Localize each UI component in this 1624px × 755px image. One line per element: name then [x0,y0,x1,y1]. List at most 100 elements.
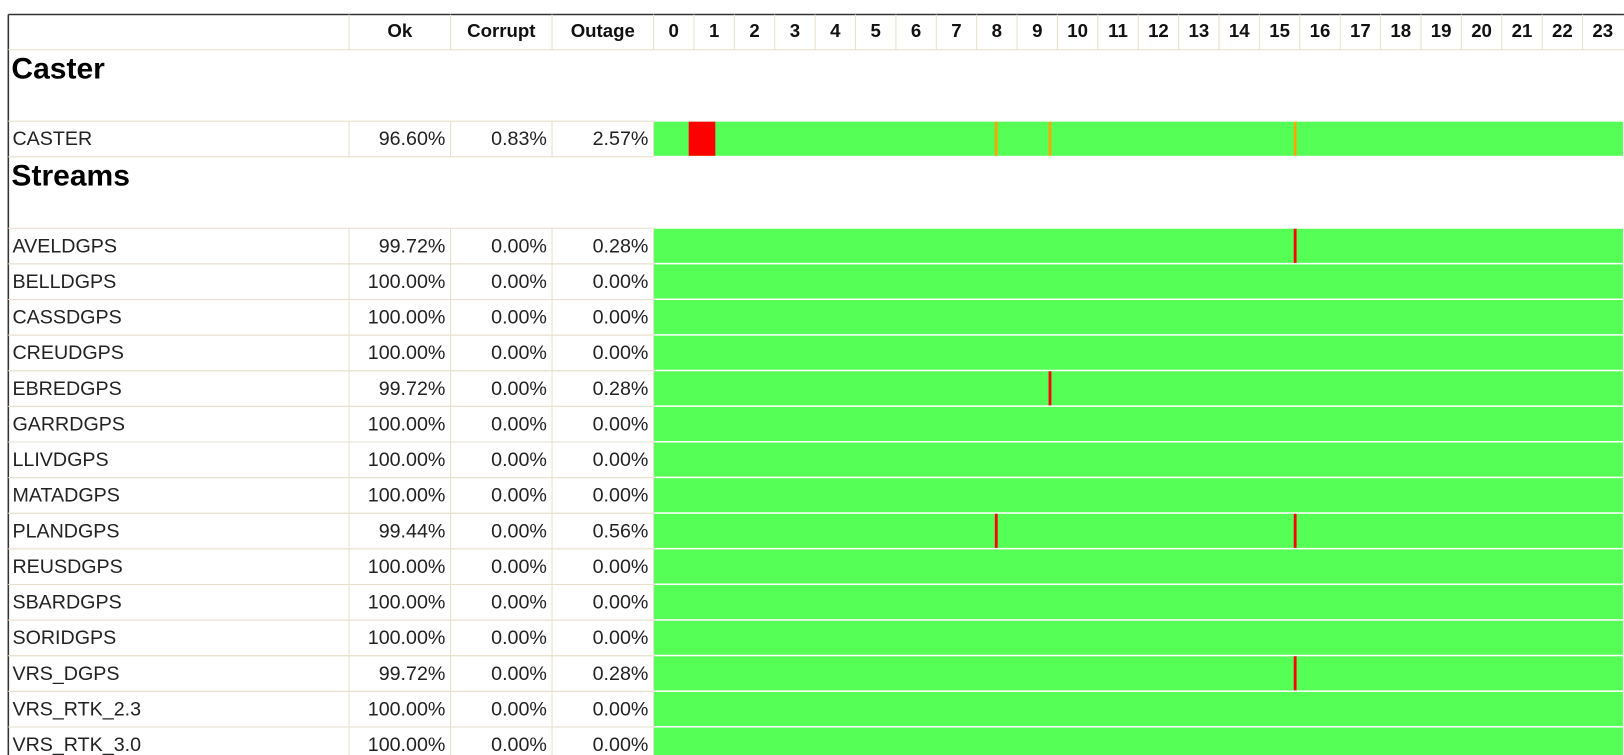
hour-header: 21 [1512,20,1533,41]
hour-header: 20 [1471,20,1492,41]
event-mark [994,513,998,548]
status-bar [653,513,1623,548]
row-name: PLANDGPS [12,520,119,542]
row-corrupt: 0.00% [491,556,547,578]
row-corrupt: 0.00% [491,698,547,720]
status-bar [653,442,1623,477]
row-ok: 99.72% [379,378,446,400]
row-corrupt: 0.00% [491,449,547,471]
row-ok: 100.00% [368,485,446,507]
row-name: CREUDGPS [12,342,123,364]
event-mark [688,121,716,156]
row-name: GARRDGPS [12,413,125,435]
hour-header: 10 [1067,20,1088,41]
column-header: Corrupt [467,20,535,41]
status-bar [653,585,1623,620]
row-corrupt: 0.00% [491,235,547,257]
event-mark [1293,121,1297,156]
hour-header: 23 [1592,20,1613,41]
row-name: SBARDGPS [12,592,121,614]
status-bar [653,264,1623,299]
row-outage: 2.57% [593,128,649,150]
row-corrupt: 0.00% [491,307,547,329]
hour-header: 19 [1431,20,1452,41]
row-ok: 100.00% [368,271,446,293]
status-bar [653,371,1623,406]
row-corrupt: 0.00% [491,520,547,542]
hour-header: 0 [669,20,679,41]
row-name: MATADGPS [12,485,119,507]
row-corrupt: 0.00% [491,734,547,755]
hour-header: 15 [1269,20,1290,41]
hour-header: 3 [790,20,800,41]
event-mark [994,121,998,156]
section-title: Caster [11,52,105,85]
hour-header: 8 [992,20,1002,41]
status-bar [653,121,1623,156]
row-outage: 0.56% [593,520,649,542]
row-outage: 0.00% [593,698,649,720]
row-ok: 99.72% [379,235,446,257]
row-ok: 100.00% [368,734,446,755]
hour-header: 13 [1188,20,1209,41]
row-ok: 100.00% [368,556,446,578]
row-corrupt: 0.00% [491,271,547,293]
row-outage: 0.00% [593,485,649,507]
row-outage: 0.28% [593,663,649,685]
hour-header: 12 [1148,20,1169,41]
status-bar [653,406,1623,441]
row-ok: 100.00% [368,342,446,364]
row-ok: 100.00% [368,307,446,329]
section-title: Streams [11,159,129,192]
row-ok: 99.44% [379,520,446,542]
row-ok: 100.00% [368,449,446,471]
row-corrupt: 0.83% [491,128,547,150]
row-outage: 0.00% [593,342,649,364]
row-corrupt: 0.00% [491,342,547,364]
row-outage: 0.00% [593,449,649,471]
row-name: SORIDGPS [12,627,116,649]
hour-header: 6 [911,20,921,41]
row-name: VRS_RTK_2.3 [12,698,141,720]
row-ok: 100.00% [368,413,446,435]
row-name: AVELDGPS [12,235,117,257]
row-ok: 100.00% [368,592,446,614]
status-bar [653,335,1623,370]
event-mark [1293,656,1297,691]
row-ok: 99.72% [379,663,446,685]
status-bar [653,478,1623,513]
row-corrupt: 0.00% [491,485,547,507]
event-mark [1293,513,1297,548]
status-bar [653,549,1623,584]
row-ok: 100.00% [368,698,446,720]
hour-header: 9 [1032,20,1042,41]
row-name: CASTER [12,128,92,150]
status-bar [653,228,1623,263]
row-corrupt: 0.00% [491,663,547,685]
row-name: VRS_RTK_3.0 [12,734,141,755]
hour-header: 17 [1350,20,1371,41]
status-bar [653,691,1623,727]
hour-header: 5 [871,20,881,41]
row-outage: 0.28% [593,378,649,400]
row-outage: 0.00% [593,556,649,578]
event-mark [1048,121,1052,156]
row-corrupt: 0.00% [491,413,547,435]
status-bar [653,300,1623,335]
status-bar [653,656,1623,691]
column-header: Ok [387,20,412,41]
status-bar [653,620,1623,655]
hour-header: 1 [709,20,719,41]
row-name: REUSDGPS [12,556,122,578]
row-outage: 0.00% [593,592,649,614]
row-corrupt: 0.00% [491,627,547,649]
row-outage: 0.00% [593,413,649,435]
row-outage: 0.00% [593,734,649,755]
column-header: Outage [571,20,635,41]
event-mark [1048,371,1052,406]
hour-header: 16 [1310,20,1331,41]
row-corrupt: 0.00% [491,378,547,400]
row-name: LLIVDGPS [12,449,108,471]
event-mark [1293,228,1297,263]
